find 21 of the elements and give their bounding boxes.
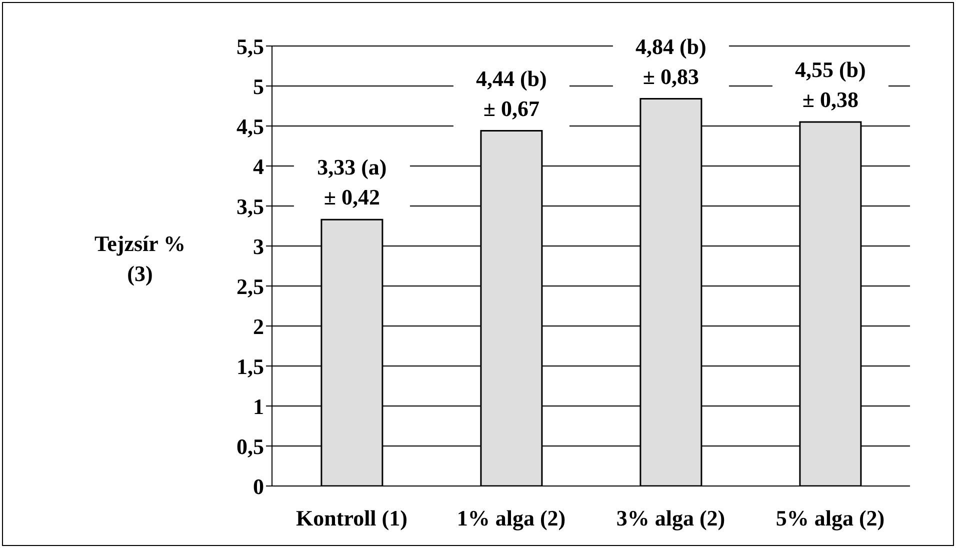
y-tick-label: 1,5 bbox=[236, 354, 264, 379]
y-tick-label: 2,5 bbox=[236, 274, 264, 299]
data-label: 4,55 (b) ± 0,38 bbox=[795, 57, 866, 112]
y-tick-label: 0 bbox=[253, 474, 264, 499]
y-tick-label: 2 bbox=[253, 314, 264, 339]
x-tick-label: 1% alga (2) bbox=[456, 506, 566, 531]
x-tick-label: 5% alga (2) bbox=[776, 506, 885, 531]
y-axis-title: Tejzsír % (3) bbox=[94, 231, 186, 286]
y-tick-label: 4 bbox=[253, 154, 264, 179]
y-tick-label: 5,5 bbox=[236, 34, 264, 59]
y-tick-label: 5 bbox=[253, 74, 264, 99]
y-tick-label: 0,5 bbox=[236, 434, 264, 459]
x-tick-label: 3% alga (2) bbox=[616, 506, 726, 531]
y-tick-label: 1 bbox=[253, 394, 264, 419]
data-label: 4,84 (b) ± 0,83 bbox=[636, 34, 706, 89]
data-label: 4,44 (b) ± 0,67 bbox=[476, 66, 547, 121]
y-tick-label: 4,5 bbox=[236, 114, 264, 139]
y-tick-label: 3 bbox=[253, 234, 264, 259]
x-tick-label: Kontroll (1) bbox=[296, 506, 408, 531]
y-tick-label: 3,5 bbox=[236, 194, 264, 219]
data-label: 3,33 (a) ± 0,42 bbox=[317, 154, 387, 210]
